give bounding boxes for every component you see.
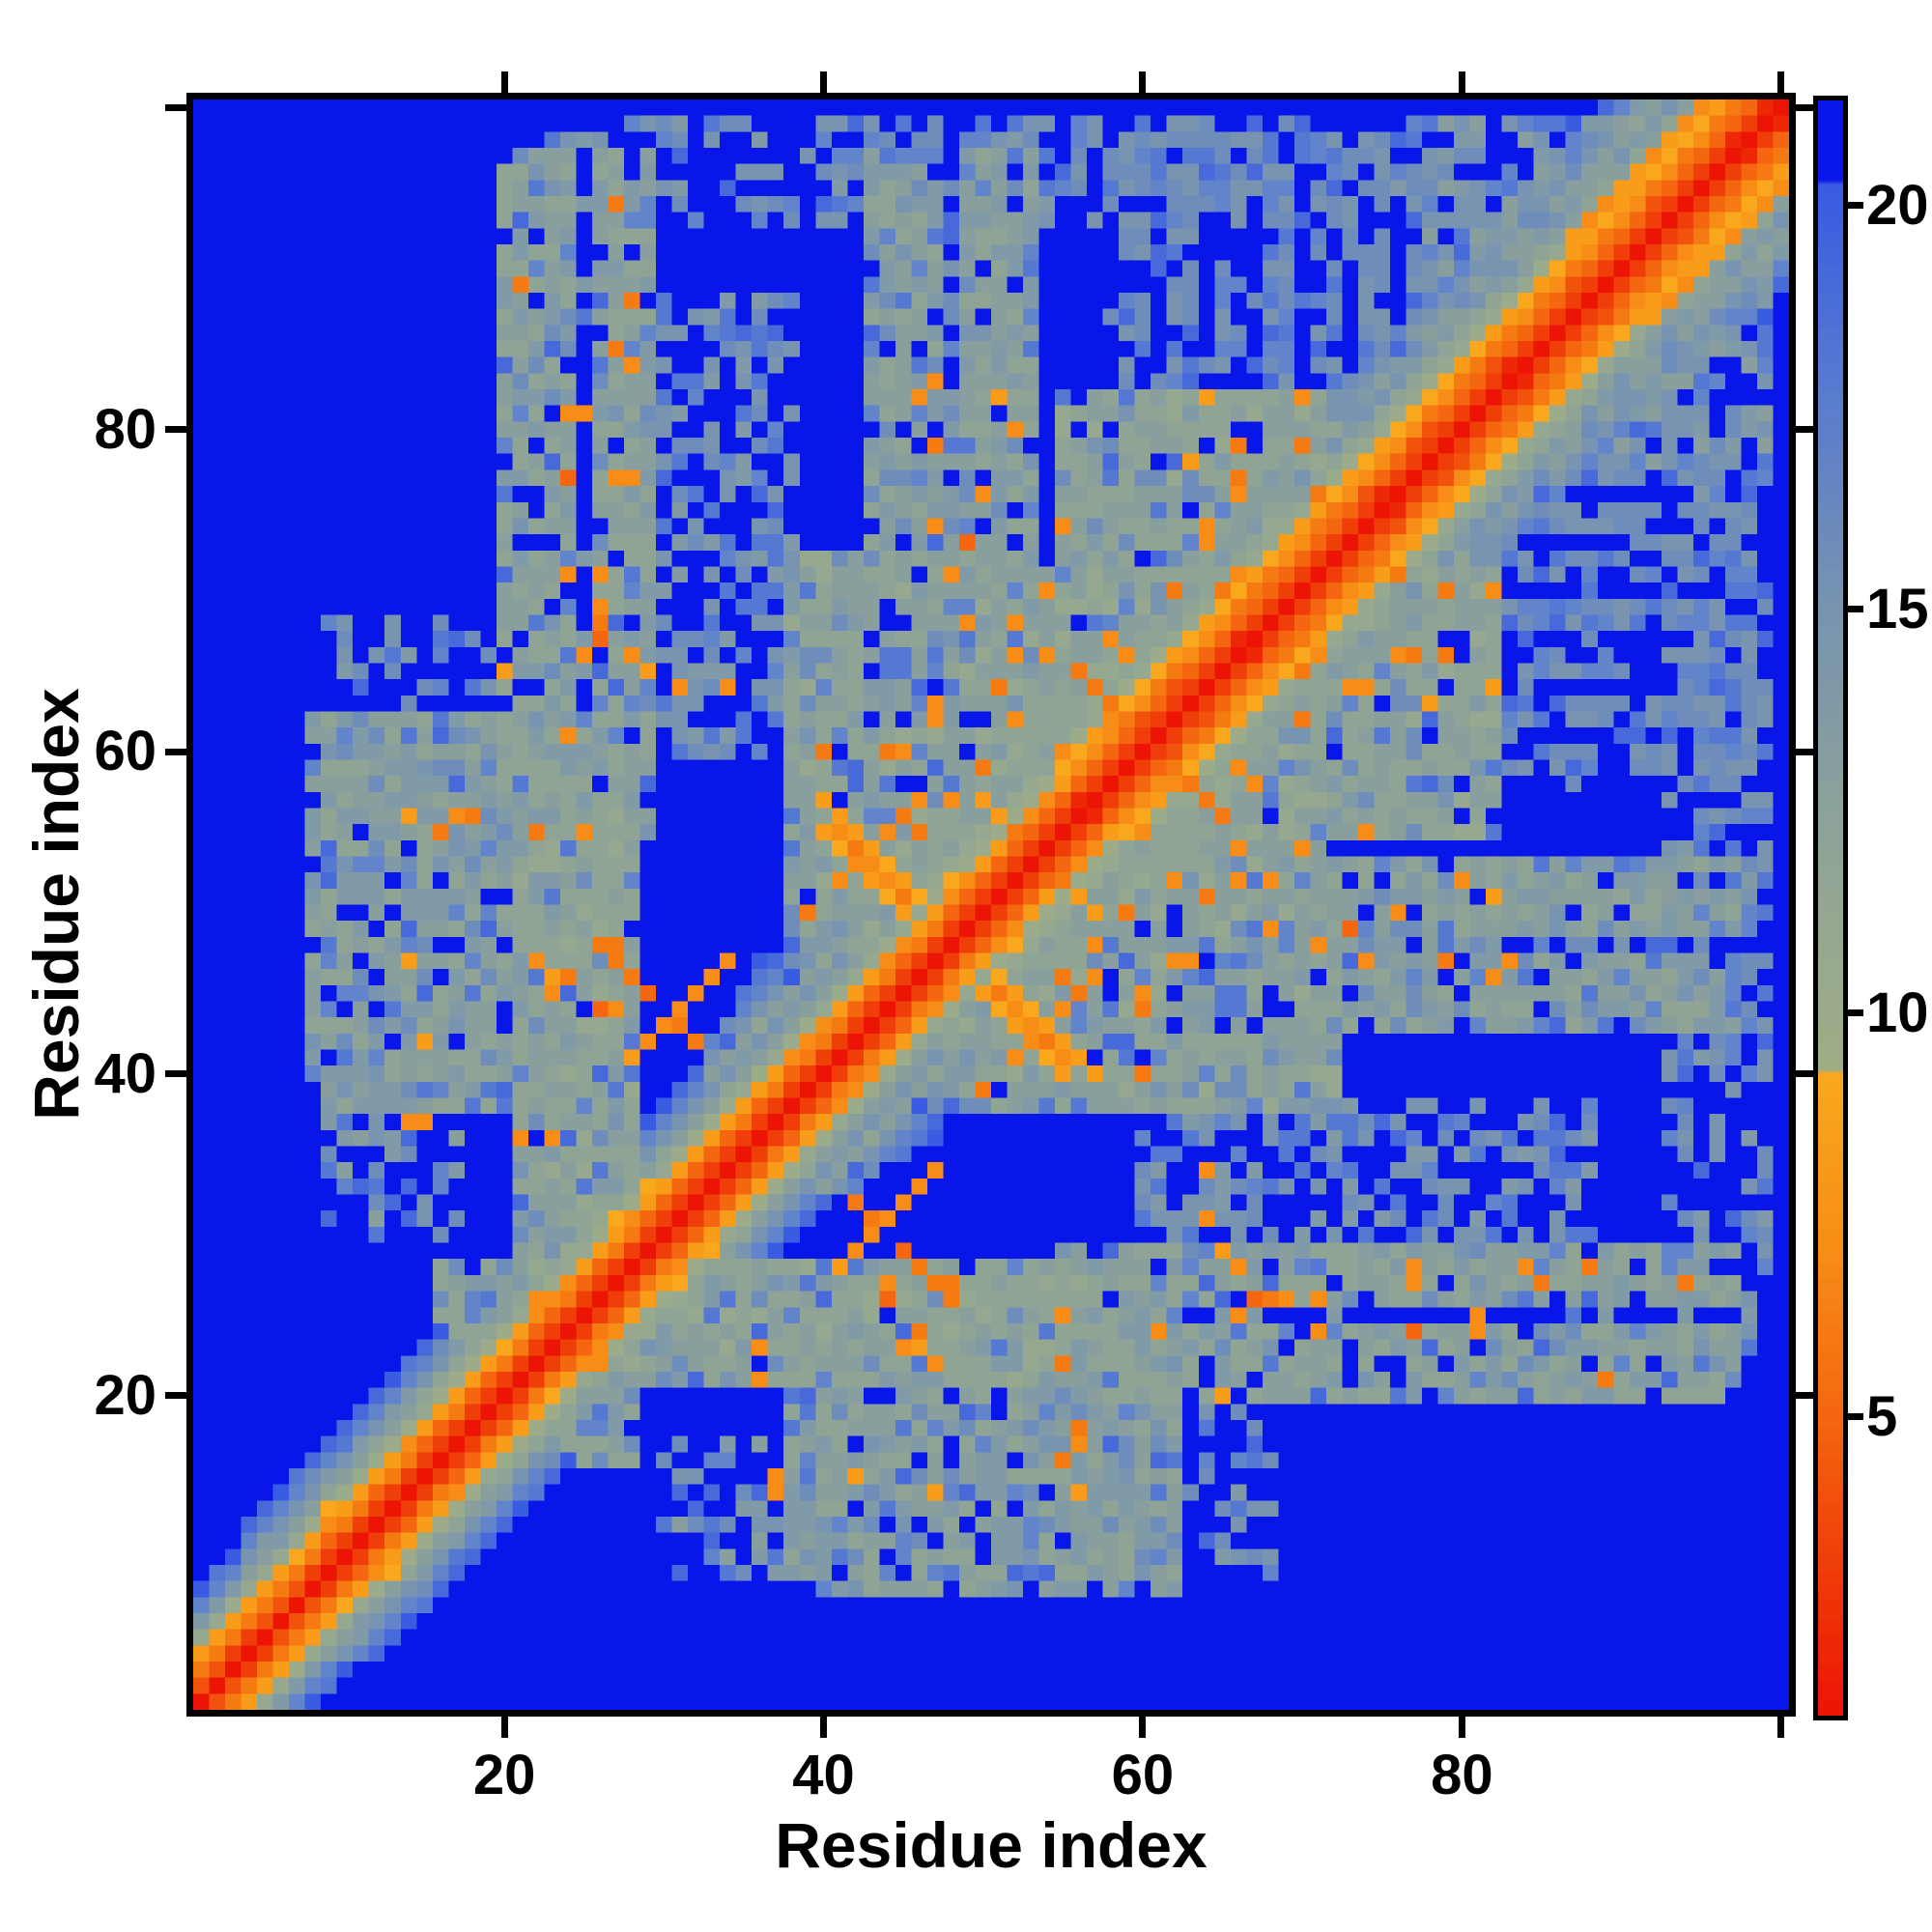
heatmap-plot-area (186, 93, 1796, 1717)
y-tick-mark-right (1796, 426, 1817, 434)
colorbar-tick-mark (1848, 1413, 1863, 1421)
y-tick-mark-right (1796, 1070, 1817, 1078)
y-tick-mark (165, 1392, 186, 1400)
y-tick-label: 80 (94, 397, 156, 461)
x-tick-mark (500, 1717, 508, 1738)
y-tick-mark (165, 426, 186, 434)
x-tick-mark (820, 1717, 828, 1738)
y-tick-label: 40 (94, 1041, 156, 1105)
colorbar-tick-label: 20 (1866, 173, 1929, 237)
y-tick-mark (165, 748, 186, 755)
y-axis-title: Residue index (20, 688, 92, 1121)
x-tick-label: 80 (1431, 1744, 1493, 1806)
colorbar-gradient-canvas (1818, 100, 1843, 1716)
y-tick-mark (165, 103, 186, 111)
x-tick-label: 60 (1111, 1744, 1175, 1806)
colorbar (1813, 96, 1848, 1720)
x-tick-mark-top (500, 71, 508, 93)
y-tick-label: 20 (94, 1363, 156, 1427)
colorbar-tick-mark (1848, 606, 1863, 613)
residue-distance-heatmap-canvas (193, 99, 1789, 1710)
x-tick-label: 20 (472, 1744, 536, 1806)
colorbar-tick-mark (1848, 1009, 1863, 1017)
y-tick-mark-right (1796, 103, 1817, 111)
x-tick-mark (1139, 1717, 1147, 1738)
y-tick-mark-right (1796, 1392, 1817, 1400)
x-tick-mark (1458, 1717, 1465, 1738)
x-tick-mark (1777, 1717, 1785, 1738)
colorbar-tick-label: 10 (1866, 980, 1929, 1044)
x-tick-label: 40 (792, 1744, 855, 1806)
x-tick-mark-top (820, 71, 828, 93)
y-tick-mark-right (1796, 748, 1817, 755)
y-tick-mark (165, 1070, 186, 1078)
x-tick-mark-top (1458, 71, 1465, 93)
colorbar-tick-label: 15 (1866, 577, 1929, 640)
x-tick-mark-top (1139, 71, 1147, 93)
x-tick-mark-top (1777, 71, 1785, 93)
y-tick-label: 60 (94, 720, 156, 783)
colorbar-tick-mark (1848, 202, 1863, 210)
x-axis-title: Residue index (775, 1809, 1208, 1881)
colorbar-tick-label: 5 (1866, 1384, 1898, 1448)
